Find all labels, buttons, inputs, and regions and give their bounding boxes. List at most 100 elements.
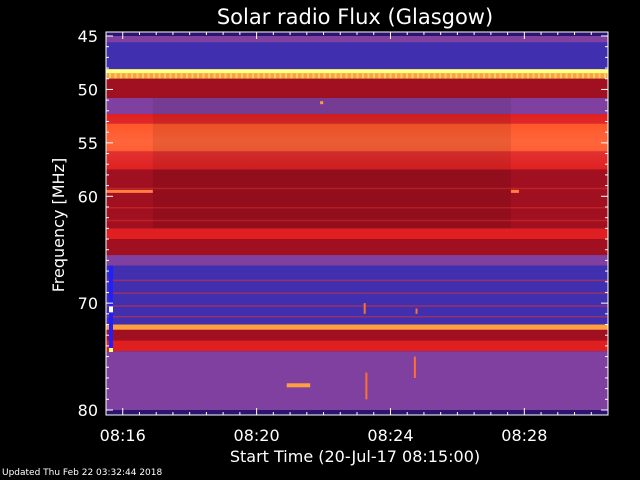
calibration-mark — [136, 73, 139, 79]
calibration-mark — [378, 73, 381, 79]
calibration-mark — [389, 73, 392, 79]
calibration-mark — [549, 73, 551, 79]
calibration-mark — [422, 73, 425, 79]
calibration-mark — [521, 73, 524, 79]
calibration-mark — [147, 73, 150, 79]
calibration-mark — [494, 73, 496, 79]
calibration-mark — [246, 73, 249, 79]
spectrum-band-0 — [106, 36, 608, 43]
y-axis-label: Frequency [MHz] — [49, 158, 68, 292]
calibration-mark — [230, 73, 232, 79]
calibration-mark — [450, 73, 452, 79]
calibration-mark — [362, 73, 364, 79]
calibration-mark — [235, 73, 238, 79]
calibration-mark — [444, 73, 447, 79]
spectrum-stripe — [106, 315, 608, 318]
calibration-mark — [208, 73, 210, 79]
calibration-mark — [169, 73, 172, 79]
spectrum-band-9 — [106, 169, 608, 229]
x-tick-label: 08:28 — [501, 426, 547, 445]
calibration-mark — [224, 73, 227, 79]
calibration-mark — [241, 73, 243, 79]
calibration-mark — [158, 73, 161, 79]
calibration-mark — [197, 73, 199, 79]
calibration-mark — [345, 73, 348, 79]
calibration-mark — [351, 73, 353, 79]
spectrum-band-5 — [106, 97, 608, 115]
calibration-mark — [439, 73, 441, 79]
burst-point — [320, 101, 324, 105]
calibration-mark — [186, 73, 188, 79]
calibration-mark — [142, 73, 144, 79]
calibration-mark — [109, 73, 111, 79]
calibration-mark — [400, 73, 403, 79]
burst-segment — [106, 189, 153, 193]
calibration-mark — [466, 73, 469, 79]
artifact-point — [109, 306, 113, 313]
calibration-mark — [268, 73, 271, 79]
band-glow — [106, 114, 608, 170]
calibration-mark — [279, 73, 282, 79]
spectrum-stripe — [106, 219, 608, 222]
calibration-mark — [202, 73, 205, 79]
calibration-mark — [334, 73, 337, 79]
calibration-mark — [571, 73, 573, 79]
calibration-mark — [125, 73, 128, 79]
calibration-mark — [285, 73, 287, 79]
calibration-mark — [274, 73, 276, 79]
x-tick-label: 08:16 — [100, 426, 146, 445]
calibration-mark — [543, 73, 546, 79]
plot-area — [106, 32, 608, 415]
calibration-mark — [554, 73, 557, 79]
spectrum-stripe — [106, 305, 608, 307]
spectrum-band-13 — [106, 265, 608, 325]
burst-segment — [510, 189, 519, 193]
calibration-mark — [417, 73, 419, 79]
spectrum-stripe — [106, 279, 608, 282]
artifact-point — [109, 348, 113, 353]
calibration-mark — [164, 73, 166, 79]
calibration-mark — [252, 73, 254, 79]
burst-segment — [286, 383, 311, 388]
calibration-mark — [582, 73, 584, 79]
burst-spike — [365, 372, 368, 400]
calibration-mark — [604, 73, 606, 79]
calibration-mark — [296, 73, 298, 79]
calibration-mark — [191, 73, 194, 79]
burst-spike — [413, 356, 416, 378]
spectrum-band-10 — [106, 228, 608, 240]
calibration-mark — [428, 73, 430, 79]
calibration-mark — [263, 73, 265, 79]
spectrum-band-4 — [106, 78, 608, 98]
y-tick-label: 80 — [78, 401, 98, 420]
spectrum-band-2 — [106, 69, 608, 74]
calibration-mark — [510, 73, 513, 79]
chart-title: Solar radio Flux (Glasgow) — [217, 5, 493, 29]
calibration-mark — [356, 73, 359, 79]
calibration-mark — [120, 73, 122, 79]
calibration-mark — [477, 73, 480, 79]
calibration-mark — [329, 73, 331, 79]
spectrum-band-17 — [106, 351, 608, 410]
spectrum-band-1 — [106, 42, 608, 70]
calibration-mark — [576, 73, 579, 79]
calibration-mark — [598, 73, 601, 79]
calibration-mark — [395, 73, 397, 79]
y-tick-label: 45 — [78, 27, 98, 46]
calibration-mark — [153, 73, 155, 79]
calibration-mark — [593, 73, 595, 79]
updated-timestamp: Updated Thu Feb 22 03:32:44 2018 — [2, 468, 163, 478]
x-axis: 08:16 08:20 08:24 08:28 — [100, 32, 609, 445]
calibration-mark — [373, 73, 375, 79]
calibration-mark — [505, 73, 507, 79]
calibration-mark — [213, 73, 216, 79]
spectrum-band-16 — [106, 340, 608, 352]
calibration-mark — [488, 73, 491, 79]
calibration-mark — [384, 73, 386, 79]
calibration-mark — [433, 73, 436, 79]
y-tick-label: 70 — [78, 294, 98, 313]
y-tick-label: 60 — [78, 187, 98, 206]
burst-spike — [363, 303, 366, 314]
calibration-mark — [367, 73, 370, 79]
